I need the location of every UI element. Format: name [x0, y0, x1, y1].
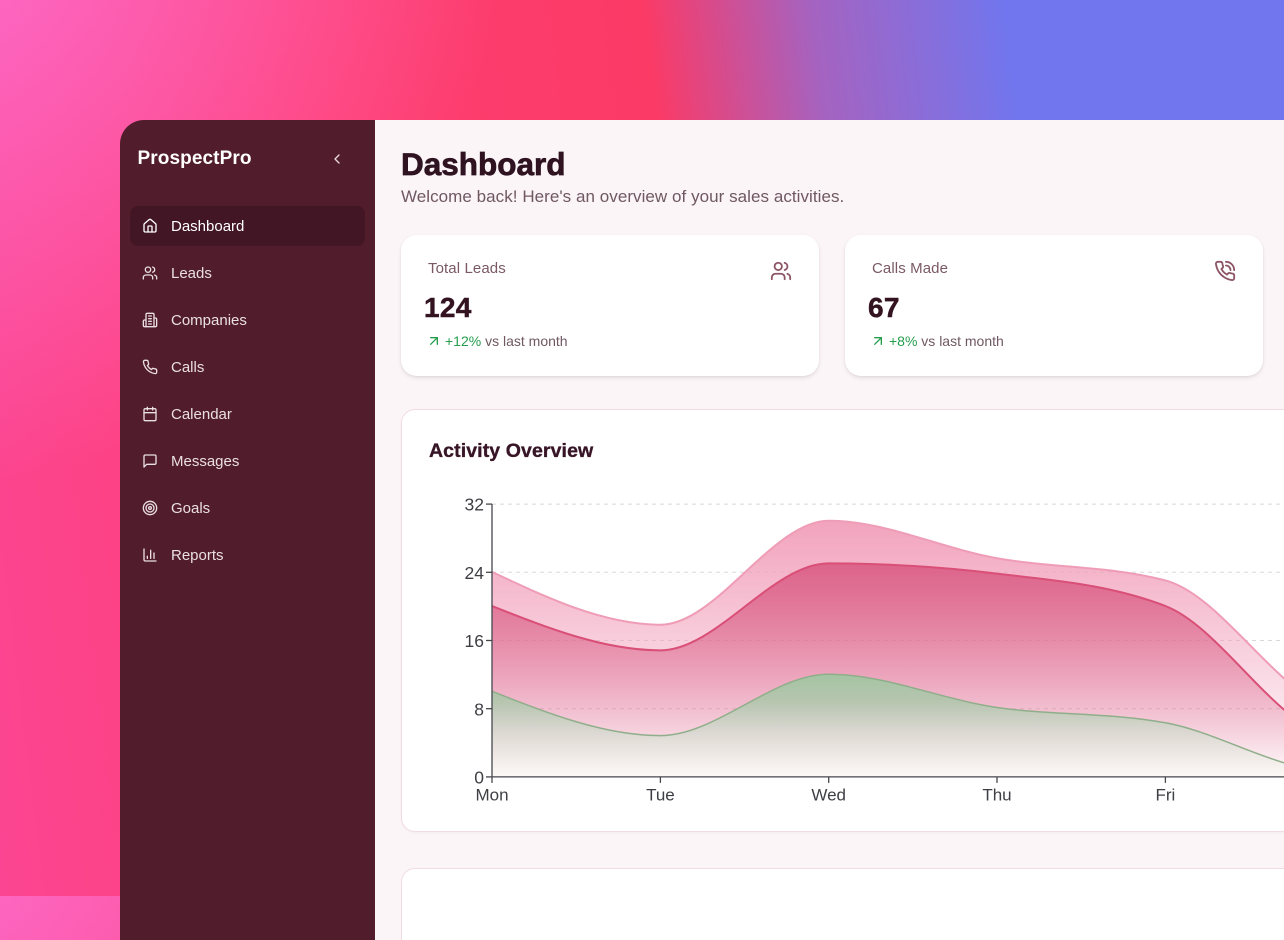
svg-text:Tue: Tue — [646, 785, 675, 804]
svg-text:16: 16 — [465, 631, 484, 651]
svg-text:Fri: Fri — [1155, 785, 1175, 804]
svg-text:0: 0 — [474, 767, 484, 787]
svg-text:Mon: Mon — [475, 785, 508, 804]
svg-text:8: 8 — [474, 699, 484, 719]
svg-text:Thu: Thu — [982, 785, 1011, 804]
svg-text:24: 24 — [465, 562, 485, 582]
svg-text:Wed: Wed — [811, 785, 846, 804]
svg-text:32: 32 — [465, 494, 484, 514]
